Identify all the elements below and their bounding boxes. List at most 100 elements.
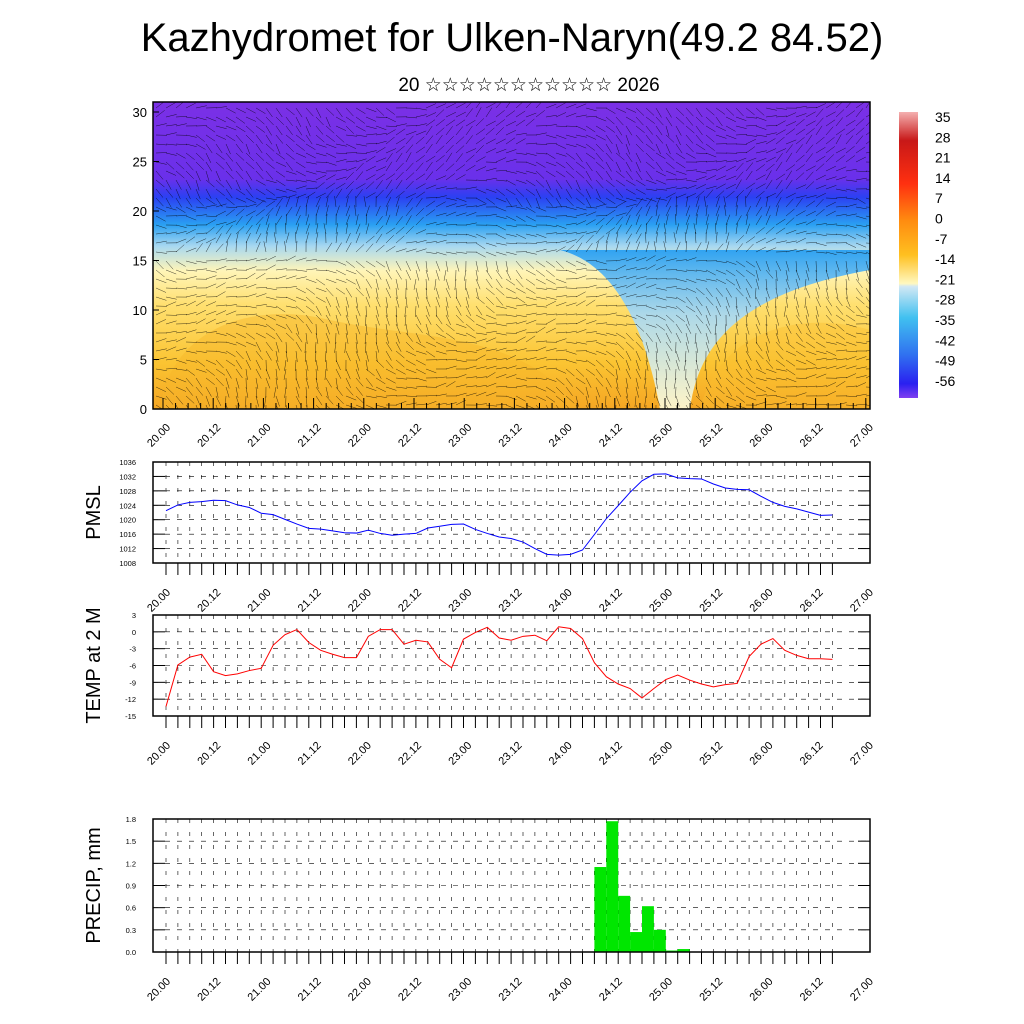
wind-barb: [825, 365, 837, 370]
wind-barb: [395, 123, 407, 127]
wind-barb: [275, 152, 286, 160]
wind-barb: [765, 332, 771, 344]
wind-barb: [455, 323, 467, 328]
wind-barb: [615, 285, 627, 289]
x-tick-label: 24.00: [547, 976, 575, 1004]
wind-barb: [415, 248, 427, 253]
wind-barb: [595, 170, 604, 180]
wind-barb: [615, 404, 617, 409]
wind-barb: [475, 242, 486, 250]
colorbar-label: -35: [935, 312, 955, 328]
wind-barb: [415, 385, 427, 388]
wind-barb: [495, 323, 507, 327]
wind-barb: [655, 196, 661, 208]
wind-barb: [785, 359, 796, 367]
wind-barb: [625, 395, 631, 407]
wind-barb: [805, 350, 817, 355]
wind-barb: [415, 269, 420, 281]
x-tick-label: 24.00: [547, 422, 575, 450]
wind-barb: [335, 168, 347, 172]
wind-barb: [265, 200, 276, 208]
wind-barb: [655, 134, 664, 144]
wind-barb: [575, 213, 587, 217]
wind-barb: [275, 116, 284, 125]
wind-barb: [285, 223, 287, 235]
wind-barb: [415, 296, 420, 308]
x-tick-label: 24.12: [597, 740, 625, 768]
y-tick-label: 1.5: [126, 837, 136, 846]
wind-barb: [485, 365, 497, 370]
wind-barb: [155, 260, 164, 270]
wind-barb: [775, 115, 787, 118]
wind-barb: [715, 350, 720, 362]
wind-barb: [775, 287, 779, 299]
wind-barb: [205, 179, 215, 188]
wind-barb: [395, 341, 402, 352]
y-tick-label: -12: [125, 695, 136, 704]
wind-barb: [865, 358, 870, 361]
wind-barb: [455, 392, 467, 397]
wind-barb: [315, 196, 321, 208]
wind-barb: [555, 368, 567, 374]
wind-barb: [415, 173, 426, 181]
wind-barb: [605, 312, 617, 316]
wind-barb: [455, 251, 467, 254]
wind-barb: [545, 114, 557, 118]
wind-barb: [315, 386, 323, 397]
wind-barb: [745, 223, 751, 235]
wind-barb: [635, 116, 644, 126]
wind-barb: [465, 296, 470, 308]
wind-barb: [315, 181, 325, 190]
wind-barb: [185, 134, 197, 138]
wind-barb: [215, 278, 227, 280]
x-tick-label: 22.12: [396, 422, 424, 450]
wind-barb: [745, 146, 756, 154]
wind-barb: [425, 314, 432, 325]
wind-barb: [325, 174, 336, 181]
wind-barb: [695, 190, 705, 199]
wind-barb: [625, 267, 637, 271]
wind-barb: [445, 278, 450, 290]
wind-barb: [245, 116, 257, 122]
wind-barb: [705, 296, 714, 306]
wind-barb: [405, 332, 413, 342]
wind-barb: [775, 173, 786, 181]
wind-barb: [565, 404, 570, 409]
wind-barb: [395, 350, 405, 359]
wind-barb: [835, 323, 845, 332]
wind-barb: [625, 207, 633, 217]
y-tick-label: 20: [133, 204, 147, 219]
wind-barb: [525, 395, 537, 400]
wind-barb: [835, 213, 847, 217]
wind-barb: [495, 102, 502, 109]
wind-barb: [355, 143, 367, 147]
wind-barb: [515, 329, 527, 334]
wind-barb: [815, 174, 826, 181]
wind-barb: [635, 152, 642, 163]
wind-barb: [305, 152, 316, 159]
wind-barb: [645, 223, 647, 235]
wind-barb: [215, 310, 227, 316]
wind-barb: [315, 223, 319, 235]
wind-barb: [165, 260, 174, 270]
wind-barb: [825, 341, 837, 345]
wind-barb: [595, 217, 605, 226]
wind-barb: [615, 107, 627, 113]
wind-barb: [215, 282, 226, 289]
warm-core-right: [700, 322, 870, 409]
wind-barb: [725, 377, 735, 386]
wind-barb: [805, 332, 815, 340]
wind-barb: [565, 395, 575, 404]
wind-barb: [535, 386, 547, 392]
wind-barb: [395, 332, 400, 344]
wind-barb: [225, 259, 237, 262]
wind-barb: [635, 304, 647, 307]
wind-barb: [155, 188, 164, 198]
wind-barb: [635, 233, 642, 244]
wind-barb: [625, 294, 637, 298]
wind-barb: [605, 209, 616, 217]
wind-barb: [425, 209, 436, 217]
x-tick-label: 23.12: [497, 587, 525, 615]
wind-barb: [605, 161, 612, 172]
wind-barb: [375, 189, 384, 199]
